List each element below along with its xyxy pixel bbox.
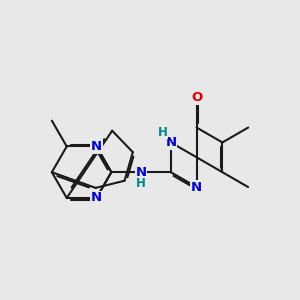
Text: N: N bbox=[91, 191, 102, 205]
Text: H: H bbox=[158, 125, 167, 139]
Text: O: O bbox=[191, 91, 202, 104]
Text: N: N bbox=[165, 136, 176, 149]
Text: N: N bbox=[191, 181, 202, 194]
Text: N: N bbox=[91, 140, 102, 153]
Text: H: H bbox=[136, 177, 146, 190]
Text: N: N bbox=[136, 166, 147, 179]
